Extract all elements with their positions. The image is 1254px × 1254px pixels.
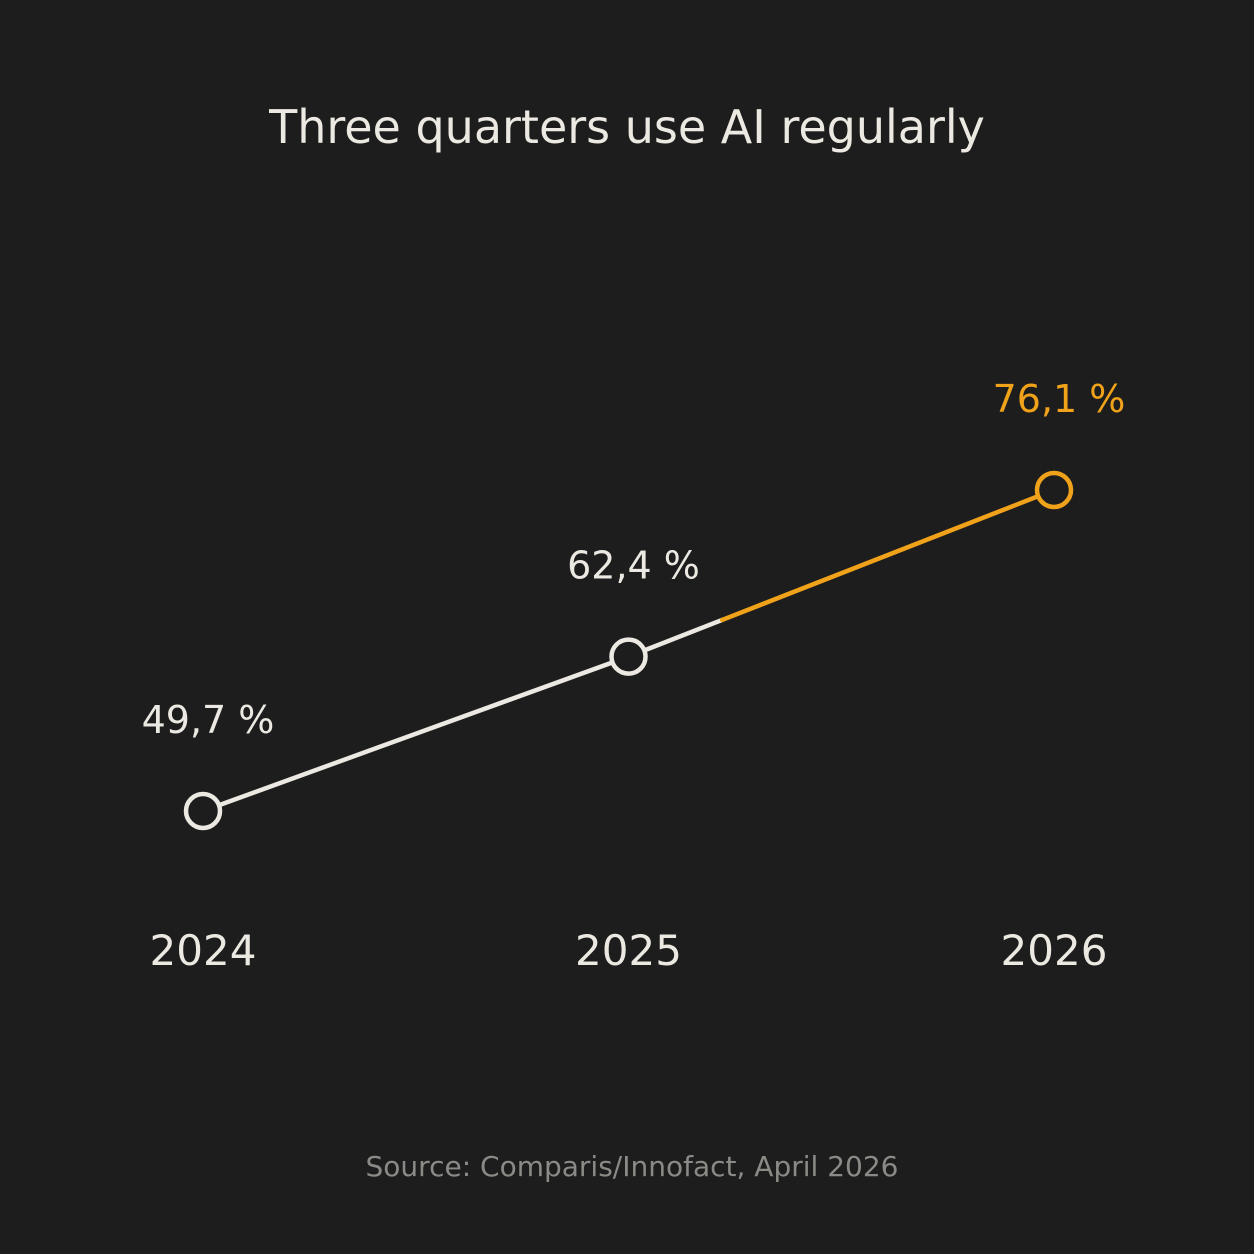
value-label: 76,1 % [993,377,1126,421]
x-tick-label: 2026 [1001,926,1108,975]
x-tick-label: 2024 [150,926,257,975]
value-label: 49,7 % [142,698,275,742]
data-point [183,791,223,831]
chart-marks: 49,7 % 2024 62,4 % 2025 76,1 % 2026 [142,377,1126,975]
series-line-segment [200,654,631,814]
data-point [609,637,648,676]
source-note: Source: Comparis/Innofact, April 2026 [366,1150,899,1183]
x-tick-label: 2025 [575,926,682,975]
value-label: 62,4 % [567,544,700,588]
data-point [1034,470,1074,510]
chart-title: Three quarters use AI regularly [268,100,985,154]
series-line-segment-highlight [719,487,1057,623]
